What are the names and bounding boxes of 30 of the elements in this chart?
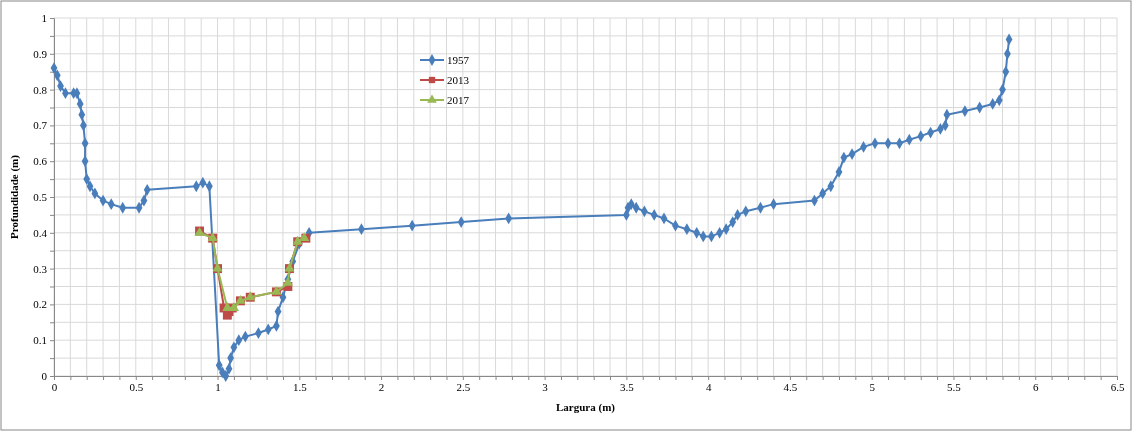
y-tick-label: 0.5 xyxy=(33,191,48,204)
legend-label: 2013 xyxy=(447,74,470,86)
y-tick-label: 0.9 xyxy=(33,47,48,60)
x-tick-label: 1.5 xyxy=(292,380,308,393)
x-tick-label: 1 xyxy=(215,380,221,393)
x-tick-label: 3.5 xyxy=(620,380,635,393)
x-axis-title: Largura (m) xyxy=(556,401,616,414)
y-tick-label: 0.3 xyxy=(33,262,48,275)
x-tick-label: 4 xyxy=(705,380,712,393)
x-tick-label: 5 xyxy=(869,380,876,393)
x-tick-label: 5.5 xyxy=(947,380,962,393)
x-tick-label: 3 xyxy=(542,380,549,393)
legend-label: 1957 xyxy=(447,54,470,66)
y-tick-label: 1 xyxy=(41,12,47,25)
y-tick-label: 0.4 xyxy=(33,226,48,239)
y-tick-label: 0.1 xyxy=(33,334,47,347)
x-tick-label: 0.5 xyxy=(129,380,144,393)
legend-label: 2017 xyxy=(447,94,470,106)
y-axis-title: Profundidade (m) xyxy=(8,154,21,239)
x-tick-label: 2.5 xyxy=(456,380,471,393)
y-tick-label: 0.2 xyxy=(33,298,47,311)
y-tick-label: 0 xyxy=(41,370,48,383)
y-tick-label: 0.8 xyxy=(33,83,48,96)
x-tick-label: 6 xyxy=(1032,380,1039,393)
y-tick-label: 0.6 xyxy=(33,155,48,168)
x-tick-label: 2 xyxy=(378,380,385,393)
x-tick-label: 4.5 xyxy=(783,380,798,393)
y-tick-label: 0.7 xyxy=(33,119,48,132)
x-tick-label: 6.5 xyxy=(1110,380,1125,393)
x-tick-label: 0 xyxy=(51,380,58,393)
